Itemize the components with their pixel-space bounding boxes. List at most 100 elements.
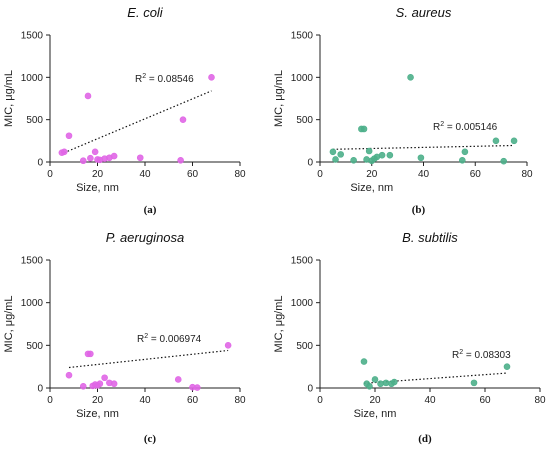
data-point — [382, 379, 390, 387]
chart-panel-2: P. aeruginosa 0 500 1000 1500 0 20 40 60 80 Size, … — [3, 230, 246, 445]
data-point — [110, 152, 118, 160]
x-tick-label: 0 — [317, 395, 323, 406]
chart-title: P. aeruginosa — [106, 230, 185, 245]
x-tick-label: 0 — [47, 169, 53, 180]
x-tick-label: 80 — [234, 395, 246, 406]
data-point — [360, 358, 368, 365]
y-tick-label: 1000 — [291, 298, 314, 309]
data-point — [329, 148, 337, 156]
panel-caption: (c) — [144, 433, 157, 445]
x-tick-label: 80 — [534, 395, 546, 406]
data-point — [208, 74, 215, 81]
x-axis-label: Size, nm — [350, 182, 393, 194]
y-axis-label: MIC, μg/mL — [3, 295, 15, 352]
y-tick-label: 1000 — [291, 73, 314, 84]
data-point — [65, 371, 73, 379]
trend-line — [68, 349, 229, 369]
data-point — [503, 363, 511, 370]
trend-line — [332, 144, 515, 150]
data-point — [371, 376, 379, 383]
y-tick-label: 500 — [296, 115, 313, 126]
r-squared-label: R2 = 0.08546 — [135, 73, 194, 85]
r-squared-label: R2 = 0.08303 — [452, 349, 511, 361]
data-point — [360, 125, 368, 133]
x-tick-label: 0 — [317, 169, 323, 180]
data-point — [492, 137, 500, 145]
chart-panel-1: S. aureus 0 500 1000 1500 0 20 40 60 80 Size, nm MI… — [273, 5, 533, 216]
data-point — [110, 380, 118, 388]
x-tick-label: 80 — [521, 169, 533, 180]
y-tick-label: 1500 — [21, 31, 44, 42]
y-axis-label: MIC, μg/mL — [3, 70, 15, 127]
y-tick-label: 1500 — [291, 256, 314, 267]
data-point — [417, 154, 425, 162]
x-tick-label: 60 — [470, 169, 482, 180]
data-point — [91, 148, 99, 156]
data-point — [337, 151, 345, 158]
data-point — [179, 116, 187, 123]
data-point — [79, 157, 87, 165]
data-point — [390, 378, 398, 386]
chart-title: B. subtilis — [402, 230, 458, 245]
x-tick-label: 20 — [369, 395, 381, 406]
data-point — [500, 157, 508, 165]
data-point — [174, 376, 182, 383]
data-point — [177, 157, 184, 164]
y-tick-label: 500 — [26, 341, 43, 352]
data-point — [510, 137, 518, 145]
x-tick-label: 80 — [234, 169, 246, 180]
panel-caption: (a) — [144, 204, 157, 216]
r-squared-label: R2 = 0.006974 — [137, 333, 202, 345]
x-tick-label: 20 — [92, 169, 104, 180]
trend-line — [363, 372, 508, 384]
x-tick-label: 40 — [139, 395, 151, 406]
data-point — [386, 151, 394, 159]
panel-caption: (b) — [412, 204, 426, 216]
data-point — [332, 156, 339, 163]
data-point — [84, 92, 92, 100]
x-tick-label: 20 — [366, 169, 378, 180]
y-tick-label: 0 — [37, 384, 43, 395]
data-point — [377, 380, 384, 388]
y-tick-label: 1000 — [21, 298, 44, 309]
x-tick-label: 40 — [139, 169, 151, 180]
data-point — [461, 148, 469, 156]
trend-line — [64, 90, 212, 154]
r-squared-label: R2 = 0.005146 — [433, 121, 498, 133]
data-point — [224, 342, 232, 349]
y-tick-label: 0 — [37, 158, 43, 169]
x-tick-label: 40 — [424, 395, 436, 406]
data-point — [87, 154, 94, 162]
data-point — [136, 154, 144, 162]
x-tick-label: 40 — [418, 169, 430, 180]
chart-title: E. coli — [127, 5, 164, 20]
y-tick-label: 1500 — [291, 31, 314, 42]
chart-panel-0: E. coli 0 500 1000 1500 0 20 40 60 80 Size, nm MIC,… — [3, 5, 246, 216]
chart-panel-3: B. subtilis 0 500 1000 1500 0 20 40 60 80 Size, nm… — [273, 230, 546, 445]
data-point — [366, 382, 373, 390]
data-point — [193, 384, 201, 391]
panel-caption: (d) — [418, 433, 432, 445]
data-point — [65, 132, 73, 140]
data-point — [470, 379, 478, 387]
x-axis-label: Size, nm — [76, 182, 119, 194]
y-tick-label: 1500 — [21, 256, 44, 267]
x-tick-label: 0 — [47, 395, 53, 406]
x-tick-label: 60 — [479, 395, 491, 406]
data-point — [350, 157, 357, 164]
data-point — [365, 147, 373, 155]
data-point — [378, 151, 386, 159]
data-point — [101, 374, 108, 382]
y-axis-label: MIC, μg/mL — [273, 295, 285, 352]
data-point — [459, 157, 466, 164]
data-point — [407, 74, 414, 81]
y-tick-label: 500 — [26, 115, 43, 126]
y-tick-label: 0 — [307, 158, 313, 169]
x-axis-label: Size, nm — [76, 408, 119, 420]
data-point — [79, 382, 87, 390]
x-axis-label: Size, nm — [354, 408, 397, 420]
y-tick-label: 1000 — [21, 73, 44, 84]
y-tick-label: 500 — [296, 341, 313, 352]
x-tick-label: 20 — [92, 395, 104, 406]
